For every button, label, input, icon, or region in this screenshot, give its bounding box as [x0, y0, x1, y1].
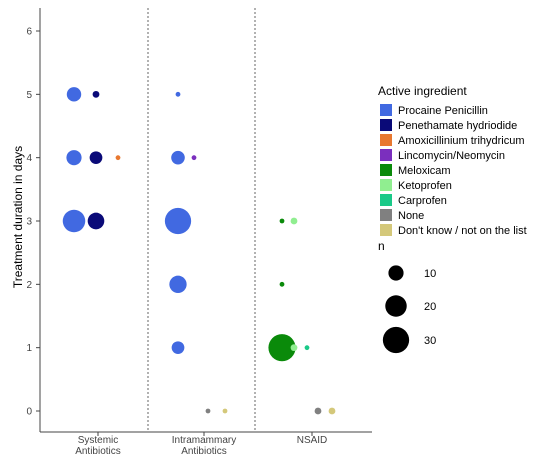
data-point	[314, 407, 322, 415]
data-points	[62, 87, 336, 415]
y-axis-title: Treatment duration in days	[11, 146, 25, 288]
data-point	[62, 209, 86, 233]
legend-color-swatch	[380, 134, 392, 146]
data-point	[279, 218, 285, 224]
data-point	[115, 155, 121, 161]
data-point	[222, 408, 228, 414]
legend-color-label: Don't know / not on the list	[398, 225, 527, 237]
y-tick-label: 0	[26, 407, 32, 418]
x-tick-label: Intramammary	[172, 435, 236, 446]
x-ticks: SystemicAntibioticsIntramammaryAntibioti…	[75, 432, 327, 457]
legend-color-swatch	[380, 209, 392, 221]
data-point	[92, 90, 100, 98]
legend-color-swatch	[380, 224, 392, 236]
data-point	[304, 345, 310, 351]
x-tick-label: Systemic	[78, 435, 119, 446]
legend-color-swatch	[380, 164, 392, 176]
data-point	[66, 87, 82, 102]
data-point	[164, 207, 192, 235]
legend-color-label: None	[398, 210, 424, 222]
legend-color-label: Ketoprofen	[398, 180, 452, 192]
legend-color-items: Procaine Penicillin Penethamate hydriodid…	[380, 104, 527, 237]
data-point	[328, 407, 336, 415]
data-point	[169, 275, 187, 293]
data-point	[268, 334, 296, 362]
y-tick-label: 2	[26, 280, 32, 291]
legend-size-label: 30	[424, 335, 436, 347]
legend-size-circle	[382, 326, 410, 354]
data-point	[87, 212, 105, 230]
data-point	[89, 151, 103, 165]
legend-color-label: Penethamate hydriodide	[398, 120, 517, 132]
legend-color-label: Amoxicillinium trihydricum	[398, 135, 525, 147]
x-tick-label: NSAID	[297, 435, 328, 446]
data-point	[175, 91, 181, 97]
data-point	[171, 341, 185, 355]
legend-size-label: 10	[424, 268, 436, 280]
legend-size-title: n	[378, 239, 385, 253]
data-point	[290, 344, 298, 352]
y-tick-label: 5	[26, 90, 32, 101]
y-tick-label: 4	[26, 153, 32, 164]
legend-color-label: Procaine Penicillin	[398, 105, 488, 117]
y-tick-label: 3	[26, 217, 32, 228]
data-point	[279, 281, 285, 287]
data-point	[171, 150, 185, 165]
legend-size-circle	[385, 295, 407, 317]
legend-size-circle	[388, 265, 404, 281]
legend-color-title: Active ingredient	[378, 84, 467, 98]
legend-size-items: 10 20 30	[382, 265, 436, 354]
legend-color-swatch	[380, 119, 392, 131]
legend-color-swatch	[380, 149, 392, 161]
legend-color-label: Carprofen	[398, 195, 447, 207]
y-ticks: 0 1 2 3 4 5 6	[26, 27, 40, 418]
data-point	[290, 217, 298, 225]
legend-color-label: Lincomycin/Neomycin	[398, 150, 505, 162]
y-tick-label: 6	[26, 27, 32, 38]
legend-color-swatch	[380, 194, 392, 206]
legend-color-label: Meloxicam	[398, 165, 451, 177]
x-tick-label: Antibiotics	[75, 446, 121, 457]
y-tick-label: 1	[26, 343, 32, 354]
data-point	[66, 150, 82, 166]
legend-size-label: 20	[424, 301, 436, 313]
data-point	[191, 155, 197, 161]
legend-color-swatch	[380, 104, 392, 116]
x-tick-label: Antibiotics	[181, 446, 227, 457]
legend-color-swatch	[380, 179, 392, 191]
data-point	[205, 408, 211, 414]
legend: Active ingredient Procaine Penicillin Pen…	[378, 84, 527, 354]
